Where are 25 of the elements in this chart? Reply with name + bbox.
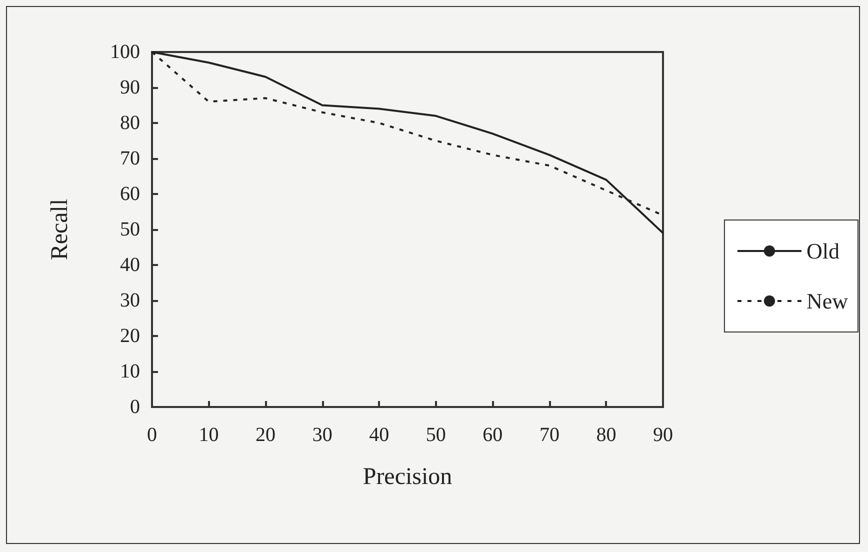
x-tick-label: 0 (147, 424, 157, 446)
y-tick-label: 60 (120, 183, 140, 205)
x-tick-label: 70 (539, 424, 560, 446)
x-tick-label: 90 (653, 424, 673, 446)
y-tick-label: 10 (120, 360, 140, 382)
y-tick-label: 0 (130, 396, 140, 418)
x-tick-label: 60 (482, 424, 503, 446)
x-tick-label: 40 (369, 424, 390, 446)
y-tick-label: 50 (120, 218, 140, 240)
x-tick-label: 30 (312, 424, 332, 446)
y-tick-label: 40 (120, 254, 140, 276)
x-tick-label: 50 (426, 424, 446, 446)
y-axis-title: Recall (47, 198, 73, 260)
y-tick-label: 30 (120, 290, 140, 312)
x-tick-label: 10 (198, 424, 219, 446)
legend-label: Old (806, 238, 840, 264)
legend-label: New (806, 288, 848, 314)
y-tick-label: 80 (120, 112, 140, 134)
y-tick-label: 70 (120, 148, 140, 170)
x-tick-label: 20 (256, 424, 276, 446)
y-tick-label: 20 (120, 325, 140, 347)
x-tick-label: 80 (596, 424, 616, 446)
y-tick-label: 90 (120, 76, 140, 98)
x-axis-title: Precision (362, 464, 452, 490)
y-tick-label: 100 (110, 41, 140, 63)
